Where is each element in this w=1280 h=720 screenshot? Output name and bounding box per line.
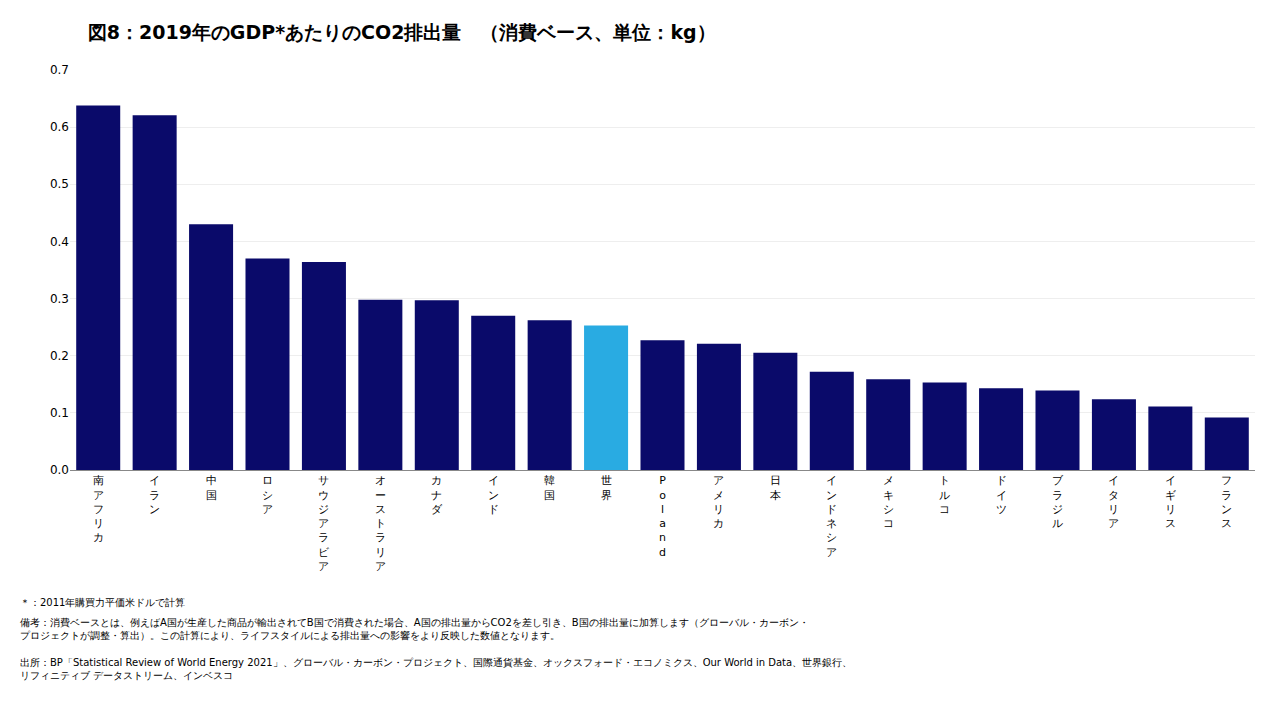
svg-text:0.1: 0.1: [50, 406, 69, 420]
svg-text:韓国: 韓国: [544, 474, 555, 501]
svg-text:サウジアラビア: サウジアラビア: [318, 474, 330, 573]
svg-text:0.0: 0.0: [50, 463, 69, 477]
svg-text:ブラジル: ブラジル: [1052, 474, 1064, 530]
svg-text:中国: 中国: [206, 474, 217, 501]
svg-text:図8：2019年のGDP*あたりのCO2排出量 （消費ベース: 図8：2019年のGDP*あたりのCO2排出量 （消費ベース、単位：kg）: [88, 21, 716, 43]
svg-text:ロシア: ロシア: [262, 474, 273, 516]
svg-text:0.5: 0.5: [50, 177, 69, 191]
svg-text:0.3: 0.3: [50, 292, 69, 306]
svg-text:フランス: フランス: [1221, 474, 1232, 530]
svg-text:日本: 日本: [770, 474, 781, 501]
svg-text:カナダ: カナダ: [431, 474, 443, 516]
svg-text:世界: 世界: [601, 474, 612, 501]
svg-text:アメリカ: アメリカ: [713, 474, 724, 530]
svg-text:0.6: 0.6: [50, 120, 69, 134]
svg-text:0.7: 0.7: [50, 63, 69, 77]
svg-text:インド: インド: [488, 474, 499, 516]
svg-text:備考：消費ベースとは、例えばA国が生産した商品が輸出されてB: 備考：消費ベースとは、例えばA国が生産した商品が輸出されてB国で消費された場合、…: [20, 617, 809, 641]
svg-text:＊：2011年購買力平価米ドルで計算: ＊：2011年購買力平価米ドルで計算: [20, 597, 185, 608]
svg-text:イタリア: イタリア: [1108, 474, 1119, 530]
svg-text:Poland: Poland: [659, 474, 666, 559]
svg-text:ドイツ: ドイツ: [996, 474, 1007, 516]
svg-text:メキシコ: メキシコ: [883, 474, 894, 530]
svg-text:0.4: 0.4: [50, 235, 69, 249]
svg-text:出所：BP「Statistical Review of Wo: 出所：BP「Statistical Review of World Energy…: [20, 657, 852, 681]
svg-text:インドネシア: インドネシア: [826, 474, 837, 559]
svg-text:トルコ: トルコ: [939, 474, 950, 516]
svg-text:0.2: 0.2: [50, 349, 69, 363]
svg-text:オーストラリア: オーストラリア: [375, 474, 386, 573]
svg-text:イギリス: イギリス: [1165, 474, 1176, 530]
svg-text:イラン: イラン: [149, 474, 160, 516]
svg-text:南アフリカ: 南アフリカ: [93, 474, 104, 544]
